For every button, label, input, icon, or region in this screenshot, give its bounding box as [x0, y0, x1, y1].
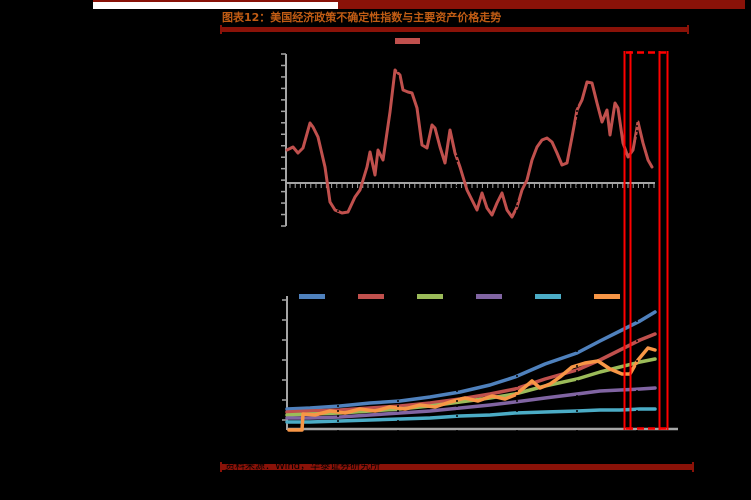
series-purple	[285, 386, 657, 420]
bottom-legend-swatch-1	[299, 294, 325, 299]
series-blue	[285, 310, 657, 411]
figure-title: 图表12：美国经济政策不确定性指数与主要资产价格走势	[222, 11, 502, 24]
source-footer-bar	[220, 462, 694, 472]
bottom-legend-swatch-4	[476, 294, 502, 299]
header-strip-left-cell	[93, 2, 338, 9]
top-chart-plot	[281, 53, 655, 227]
figure-title-underline	[220, 25, 689, 34]
bottom-legend-swatch-6	[594, 294, 620, 299]
bottom-legend-swatch-2	[358, 294, 384, 299]
source-footer-text: 资料来源：Wind，华泰证券研究所	[225, 461, 381, 472]
uncertainty-index-line	[285, 68, 654, 219]
top-legend-swatch	[395, 38, 420, 44]
series-orange	[287, 346, 657, 432]
bottom-legend-swatch-3	[417, 294, 443, 299]
header-strip-right-cell	[338, 2, 745, 9]
series-red	[285, 332, 657, 414]
bottom-chart-plot	[282, 296, 678, 436]
series-teal	[285, 407, 657, 424]
bottom-legend-swatch-5	[535, 294, 561, 299]
highlight-rectangle	[623, 51, 669, 430]
report-header-strip	[93, 0, 745, 11]
